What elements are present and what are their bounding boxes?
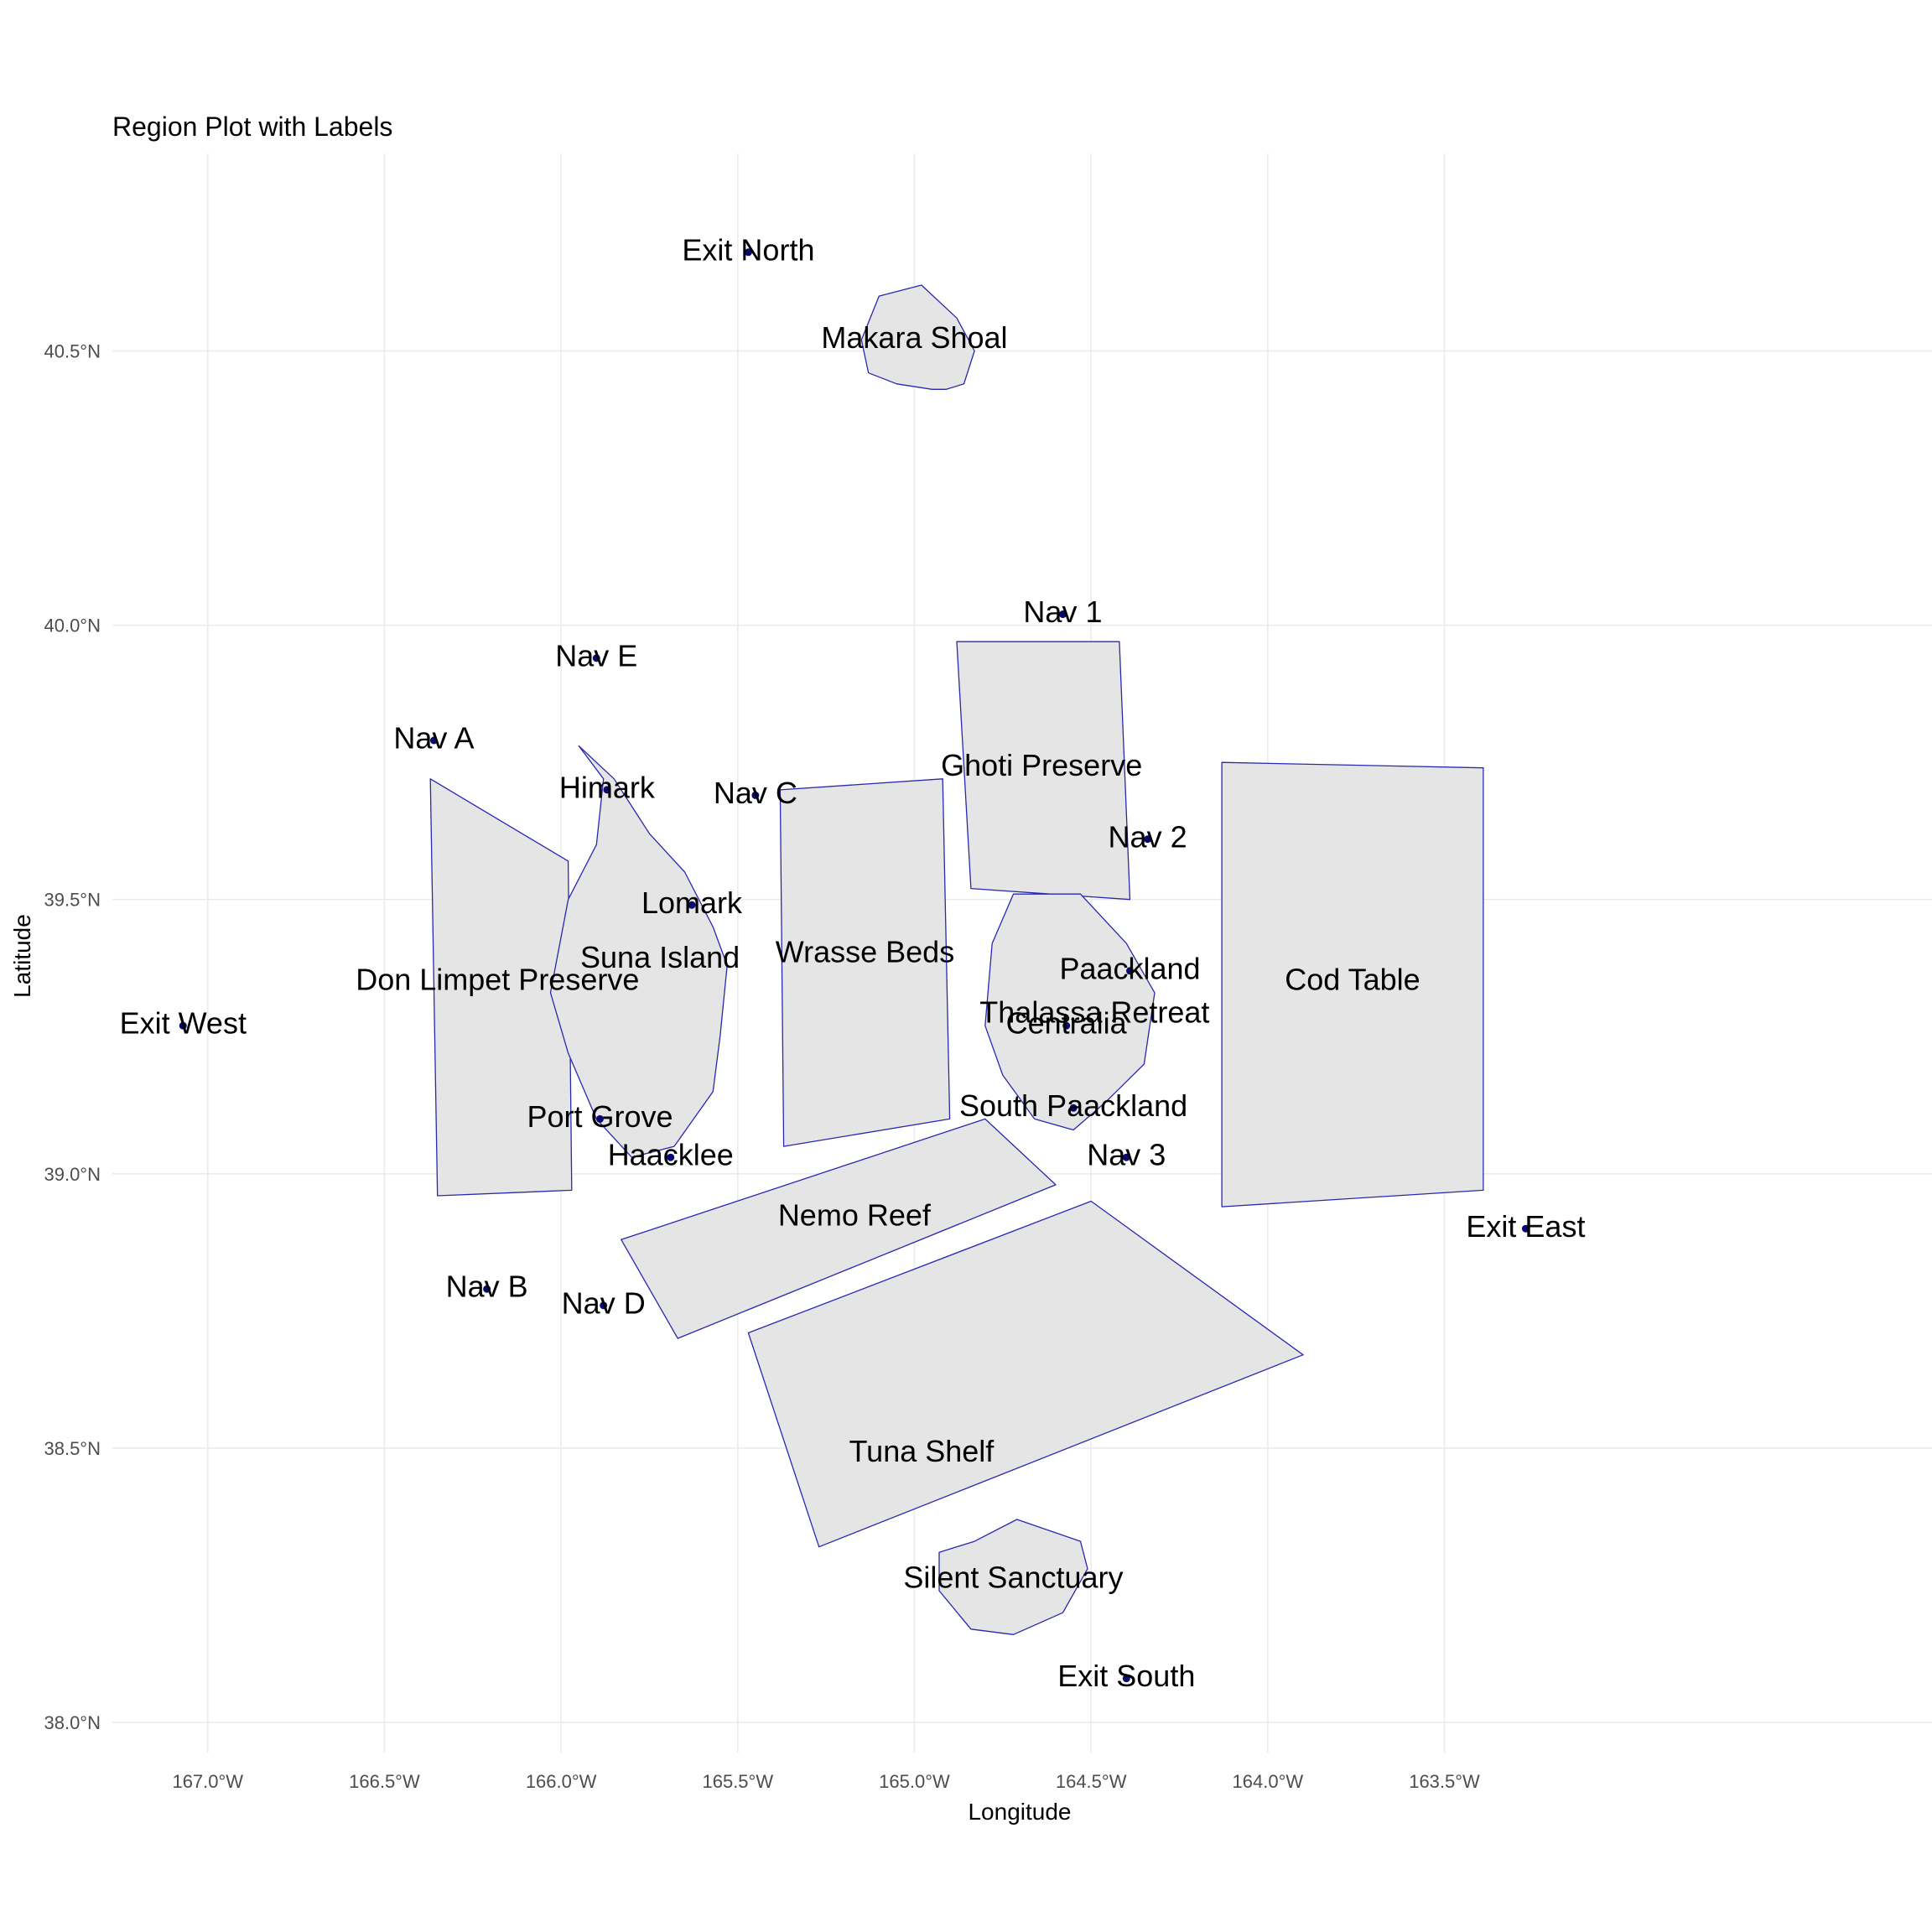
label-nav-2: Nav 2	[1109, 819, 1187, 854]
label-ghoti-preserve: Ghoti Preserve	[941, 748, 1142, 782]
point-nav-3	[1122, 1153, 1130, 1161]
point-nav-e	[592, 654, 600, 662]
point-nav-c	[751, 791, 760, 799]
point-nav-2	[1144, 835, 1152, 844]
region-silent-sanctuary	[938, 1519, 1088, 1635]
region-thalassa-retreat	[984, 893, 1156, 1131]
region-suna-island	[549, 745, 728, 1158]
point-exit-east	[1521, 1224, 1530, 1233]
x-tick-label: 165.0°W	[879, 1771, 950, 1792]
y-tick-label: 38.0°N	[44, 1712, 101, 1733]
point-south-paackland	[1069, 1104, 1078, 1112]
region-makara-shoal	[860, 284, 975, 390]
points-layer	[179, 248, 1530, 1683]
x-tick-label: 165.5°W	[702, 1771, 773, 1792]
label-centralia: Centralia	[1006, 1006, 1128, 1041]
label-don-limpet-preserve: Don Limpet Preserve	[356, 962, 639, 996]
regions-layer	[429, 284, 1484, 1635]
x-axis-ticks: 167.0°W 166.5°W 166.0°W 165.5°W 165.0°W 164.5…	[172, 1771, 1480, 1792]
x-tick-label: 164.0°W	[1233, 1771, 1304, 1792]
point-himark	[603, 786, 611, 794]
label-exit-west: Exit West	[120, 1006, 247, 1041]
label-haacklee: Haacklee	[608, 1138, 734, 1172]
label-exit-north: Exit North	[682, 232, 814, 267]
point-exit-south	[1122, 1675, 1130, 1683]
point-nav-1	[1058, 610, 1067, 619]
plot-title: Region Plot with Labels	[112, 112, 392, 142]
x-axis-title: Longitude	[968, 1799, 1071, 1825]
x-tick-label: 163.5°W	[1409, 1771, 1480, 1792]
point-exit-west	[179, 1021, 187, 1030]
label-silent-sanctuary: Silent Sanctuary	[903, 1560, 1123, 1594]
label-cod-table: Cod Table	[1285, 962, 1420, 996]
y-tick-label: 40.0°N	[44, 615, 101, 636]
point-paackland	[1126, 967, 1135, 975]
region-tuna-shelf	[747, 1200, 1304, 1548]
point-centralia	[1062, 1021, 1071, 1030]
region-ghoti-preserve	[956, 641, 1131, 901]
label-south-paackland: South Paackland	[959, 1088, 1187, 1123]
x-tick-label: 164.5°W	[1056, 1771, 1127, 1792]
label-nav-b: Nav B	[446, 1270, 528, 1304]
labels-layer: Exit North Makara Shoal Nav 1 Nav E Nav A Gho…	[120, 232, 1586, 1693]
label-nav-a: Nav A	[393, 721, 474, 756]
label-suna-island: Suna Island	[580, 940, 740, 974]
point-nav-d	[600, 1301, 608, 1310]
label-makara-shoal: Makara Shoal	[821, 320, 1007, 355]
point-haacklee	[667, 1153, 675, 1161]
label-exit-south: Exit South	[1057, 1659, 1195, 1693]
point-lomark	[688, 901, 696, 909]
label-nav-3: Nav 3	[1087, 1138, 1166, 1172]
y-axis-title: Latitude	[9, 914, 35, 998]
y-axis-ticks: 38.0°N 38.5°N 39.0°N 39.5°N 40.0°N 40.5°N	[44, 341, 101, 1734]
label-wrasse-beds: Wrasse Beds	[776, 935, 954, 969]
label-nav-c: Nav C	[714, 776, 797, 810]
region-don-limpet-preserve	[429, 778, 573, 1197]
label-thalassa-retreat: Thalassa Retreat	[979, 995, 1209, 1030]
x-tick-label: 166.5°W	[349, 1771, 420, 1792]
label-tuna-shelf: Tuna Shelf	[849, 1434, 995, 1468]
point-nav-b	[483, 1285, 491, 1293]
point-nav-a	[429, 736, 438, 745]
x-tick-label: 167.0°W	[172, 1771, 243, 1792]
region-cod-table	[1221, 761, 1484, 1208]
label-port-grove: Port Grove	[527, 1099, 673, 1134]
label-himark: Himark	[559, 770, 656, 804]
region-wrasse-beds	[779, 778, 951, 1147]
x-tick-label: 166.0°W	[526, 1771, 597, 1792]
label-nav-1: Nav 1	[1023, 595, 1102, 629]
label-lomark: Lomark	[641, 886, 743, 920]
label-paackland: Paackland	[1059, 951, 1200, 985]
label-nav-d: Nav D	[562, 1285, 646, 1320]
y-tick-label: 39.5°N	[44, 890, 101, 911]
label-nav-e: Nav E	[555, 638, 637, 673]
label-nemo-reef: Nemo Reef	[778, 1198, 932, 1233]
y-tick-label: 38.5°N	[44, 1438, 101, 1459]
y-tick-label: 39.0°N	[44, 1164, 101, 1185]
point-exit-north	[744, 248, 752, 257]
point-port-grove	[595, 1114, 604, 1123]
label-exit-east: Exit East	[1466, 1209, 1585, 1244]
region-nemo-reef	[621, 1118, 1057, 1339]
y-tick-label: 40.5°N	[44, 341, 101, 362]
